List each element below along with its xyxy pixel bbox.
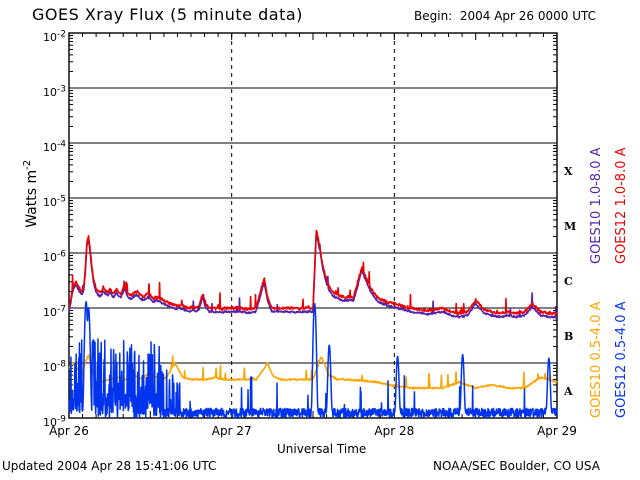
- y-tick-label: 10-6: [43, 249, 66, 264]
- x-tick-label: Apr 27: [211, 424, 252, 438]
- flare-class-b: B: [564, 329, 574, 343]
- legend-item-2: GOES10 0.5-4.0 A: [589, 301, 604, 418]
- flare-class-a: A: [564, 384, 573, 398]
- credit-label: NOAA/SEC Boulder, CO USA: [433, 459, 600, 473]
- x-tick-label: Apr 28: [374, 424, 415, 438]
- series-goes12-short: [68, 301, 558, 419]
- x-axis-title: Universal Time: [277, 442, 367, 456]
- y-tick-label: 10-8: [43, 359, 66, 374]
- legend-item-1: GOES12 1.0-8.0 A: [614, 147, 629, 264]
- page-title: GOES Xray Flux (5 minute data): [32, 5, 303, 24]
- x-tick-label: Apr 26: [49, 424, 89, 438]
- y-tick-label: 10-9: [43, 414, 66, 429]
- flare-class-x: X: [564, 164, 573, 178]
- y-tick-label: 10-7: [43, 304, 66, 319]
- legend-item-3: GOES12 0.5-4.0 A: [614, 301, 629, 418]
- y-tick-label: 10-3: [43, 84, 66, 99]
- flare-class-c: C: [564, 274, 573, 288]
- x-tick-label: Apr 29: [537, 424, 577, 438]
- legend-item-0: GOES10 1.0-8.0 A: [589, 147, 604, 264]
- flare-class-m: M: [564, 219, 577, 233]
- y-tick-label: 10-2: [43, 29, 66, 44]
- y-tick-label: 10-5: [43, 194, 66, 209]
- series-goes12-long: [68, 229, 558, 316]
- begin-time-label: Begin: 2004 Apr 26 0000 UTC: [414, 9, 596, 23]
- day-boundary-lines: [231, 33, 395, 418]
- updated-timestamp: Updated 2004 Apr 28 15:41:06 UTC: [2, 459, 217, 473]
- y-tick-label: 10-4: [43, 139, 66, 154]
